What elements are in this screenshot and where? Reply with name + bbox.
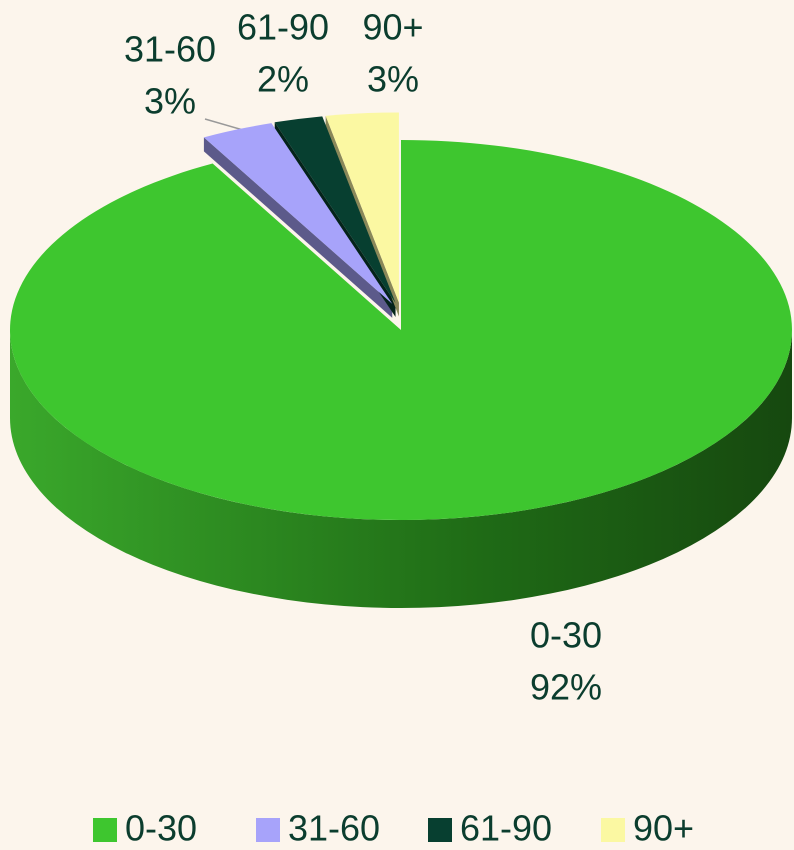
data-label-category: 31-60: [124, 29, 216, 70]
legend-swatch: [256, 818, 280, 842]
slice: [325, 112, 399, 303]
slice-side: [10, 330, 792, 608]
legend-label: 90+: [633, 808, 694, 849]
slice-side: [203, 137, 393, 318]
legend-swatch: [93, 818, 117, 842]
slice: [203, 123, 393, 304]
data-label-category: 90+: [362, 7, 423, 48]
data-label-category: 0-30: [530, 615, 602, 656]
data-label-value: 3%: [367, 59, 419, 100]
leader-line: [204, 118, 244, 131]
legend-swatch: [601, 818, 625, 842]
legend-swatch: [428, 818, 452, 842]
slice: [9, 140, 793, 521]
legend-label: 31-60: [288, 808, 380, 849]
legend-label: 61-90: [460, 808, 552, 849]
slice: [274, 116, 396, 303]
data-label-value: 92%: [530, 667, 602, 708]
data-label-value: 3%: [144, 81, 196, 122]
data-label-value: 2%: [257, 59, 309, 100]
legend-label: 0-30: [125, 808, 197, 849]
data-label-category: 61-90: [237, 7, 329, 48]
